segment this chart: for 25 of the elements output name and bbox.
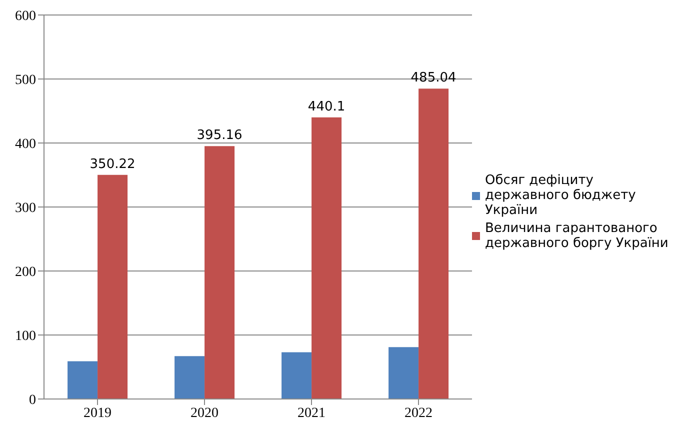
- x-tick-label: 2019: [84, 406, 112, 421]
- legend-label: Величина гарантованого державного боргу України: [485, 221, 670, 251]
- bar: [98, 174, 128, 399]
- data-label: 485.04: [410, 70, 456, 86]
- y-tick-label: 500: [15, 72, 36, 88]
- bar: [388, 347, 419, 399]
- bar: [174, 356, 205, 399]
- y-tick-label: 400: [15, 136, 36, 152]
- y-tick-label: 300: [15, 200, 36, 216]
- data-label: 350.22: [90, 156, 136, 172]
- legend-label: Обсяг дефіциту державного бюджету України: [485, 173, 637, 218]
- y-tick-label: 100: [15, 328, 36, 344]
- y-tick-label: 600: [15, 8, 36, 24]
- bar: [282, 352, 312, 399]
- x-tick-label: 2020: [190, 406, 218, 421]
- y-tick-label: 0: [29, 392, 36, 408]
- x-tick-label: 2021: [298, 406, 326, 421]
- bar: [312, 117, 342, 399]
- x-tick-label: 2022: [404, 406, 432, 421]
- bar: [204, 146, 235, 399]
- data-label: 395.16: [196, 128, 242, 144]
- bar: [68, 361, 98, 399]
- y-tick-label: 200: [15, 264, 36, 280]
- bar: [418, 88, 449, 399]
- data-label: 440.1: [308, 99, 346, 114]
